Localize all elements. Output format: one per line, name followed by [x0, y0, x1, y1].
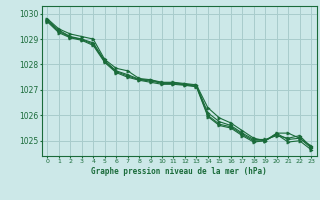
- X-axis label: Graphe pression niveau de la mer (hPa): Graphe pression niveau de la mer (hPa): [91, 167, 267, 176]
